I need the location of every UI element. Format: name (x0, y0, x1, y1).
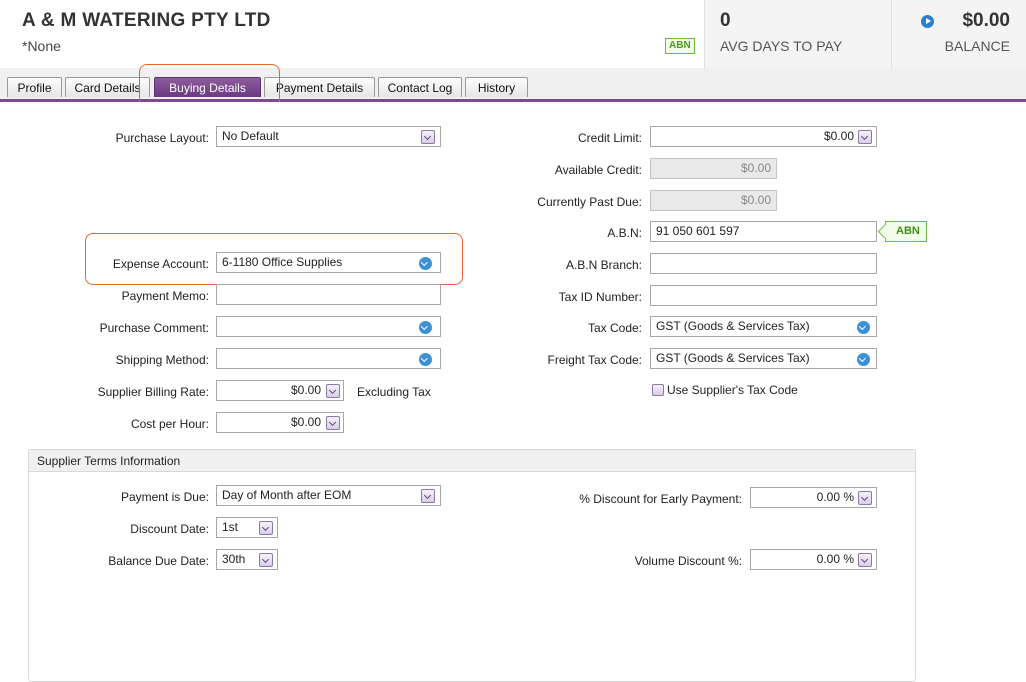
balance-due-date-dropdown-icon[interactable] (259, 553, 273, 567)
purchase-comment-select-icon[interactable] (419, 321, 432, 334)
currently-past-due-label: Currently Past Due: (537, 195, 642, 209)
cost-per-hour-input[interactable]: $0.00 (216, 412, 344, 433)
supplier-billing-rate-input[interactable]: $0.00 (216, 380, 344, 401)
abn-label: A.B.N: (607, 226, 642, 240)
balance-label: BALANCE (944, 38, 1010, 54)
volume-discount-dropdown-icon[interactable] (858, 553, 872, 567)
shipping-method-label: Shipping Method: (115, 353, 209, 367)
header: A & M WATERING PTY LTD *None ABN 0 AVG D… (0, 0, 1026, 69)
credit-limit-label: Credit Limit: (577, 131, 642, 145)
payment-due-label: Payment is Due: (120, 490, 209, 504)
discount-date-label: Discount Date: (130, 522, 209, 536)
credit-limit-input[interactable]: $0.00 (650, 126, 877, 147)
purchase-comment-field[interactable] (216, 316, 441, 337)
expense-account-label: Expense Account: (112, 257, 209, 271)
buying-details-form: Purchase Layout: No Default Expense Acco… (0, 102, 1026, 682)
discount-date-dropdown-icon[interactable] (259, 521, 273, 535)
early-discount-input[interactable]: 0.00 % (750, 487, 877, 508)
tax-id-label: Tax ID Number: (558, 290, 642, 304)
tab-underline (0, 99, 1026, 102)
avg-days-value: 0 (720, 10, 731, 31)
payment-due-select[interactable]: Day of Month after EOM (216, 485, 441, 506)
excluding-tax-label: Excluding Tax (357, 385, 431, 399)
tab-bar: Profile Card Details Buying Details Paym… (0, 68, 1026, 100)
tab-card-details[interactable]: Card Details (65, 77, 150, 97)
balance-panel[interactable]: $0.00 BALANCE (891, 0, 1026, 68)
payment-memo-label: Payment Memo: (121, 289, 209, 303)
balance-arrow-icon[interactable] (921, 15, 934, 28)
purchase-layout-dropdown-icon[interactable] (421, 130, 435, 144)
balance-due-date-label: Balance Due Date: (108, 554, 209, 568)
payment-due-dropdown-icon[interactable] (421, 489, 435, 503)
available-credit-value: $0.00 (650, 158, 777, 179)
abn-branch-label: A.B.N Branch: (565, 258, 642, 272)
use-supplier-tax-code-label: Use Supplier's Tax Code (667, 383, 798, 397)
tax-code-field[interactable]: GST (Goods & Services Tax) (650, 316, 877, 337)
early-discount-label: % Discount for Early Payment: (579, 492, 742, 506)
expense-account-field[interactable]: 6-1180 Office Supplies (216, 252, 441, 273)
expense-account-select-icon[interactable] (419, 257, 432, 270)
abn-input[interactable]: 91 050 601 597 (650, 221, 877, 242)
payment-memo-input[interactable] (216, 284, 441, 305)
shipping-method-field[interactable] (216, 348, 441, 369)
company-name: A & M WATERING PTY LTD (22, 10, 271, 31)
tax-code-label: Tax Code: (587, 321, 642, 335)
tab-payment-details[interactable]: Payment Details (264, 77, 375, 97)
cost-per-hour-label: Cost per Hour: (130, 417, 209, 431)
tab-profile[interactable]: Profile (7, 77, 62, 97)
currently-past-due-value: $0.00 (650, 190, 777, 211)
abn-badge: ABN (665, 38, 695, 54)
tab-history[interactable]: History (465, 77, 528, 97)
abn-lookup-tag[interactable]: ABN (885, 221, 927, 242)
credit-limit-dropdown-icon[interactable] (858, 130, 872, 144)
use-supplier-tax-code-checkbox[interactable] (652, 384, 664, 396)
supplier-terms-header: Supplier Terms Information (29, 450, 915, 472)
avg-days-label: AVG DAYS TO PAY (720, 38, 843, 54)
avg-days-panel: 0 AVG DAYS TO PAY (704, 0, 892, 68)
available-credit-label: Available Credit: (554, 163, 642, 177)
purchase-layout-label: Purchase Layout: (115, 131, 209, 145)
freight-tax-code-select-icon[interactable] (857, 353, 870, 366)
tab-contact-log[interactable]: Contact Log (378, 77, 462, 97)
abn-branch-input[interactable] (650, 253, 877, 274)
volume-discount-input[interactable]: 0.00 % (750, 549, 877, 570)
supplier-billing-rate-label: Supplier Billing Rate: (97, 385, 209, 399)
tax-code-select-icon[interactable] (857, 321, 870, 334)
cost-per-hour-dropdown-icon[interactable] (326, 416, 340, 430)
freight-tax-code-label: Freight Tax Code: (547, 353, 643, 367)
balance-value: $0.00 (962, 10, 1010, 31)
supplier-terms-title: Supplier Terms Information (37, 454, 181, 468)
volume-discount-label: Volume Discount %: (634, 554, 742, 568)
tax-id-input[interactable] (650, 285, 877, 306)
early-discount-dropdown-icon[interactable] (858, 491, 872, 505)
shipping-method-select-icon[interactable] (419, 353, 432, 366)
supplier-billing-rate-dropdown-icon[interactable] (326, 384, 340, 398)
company-subtitle: *None (22, 38, 61, 54)
freight-tax-code-field[interactable]: GST (Goods & Services Tax) (650, 348, 877, 369)
purchase-comment-label: Purchase Comment: (99, 321, 209, 335)
purchase-layout-select[interactable]: No Default (216, 126, 441, 147)
tab-buying-details[interactable]: Buying Details (154, 77, 261, 97)
